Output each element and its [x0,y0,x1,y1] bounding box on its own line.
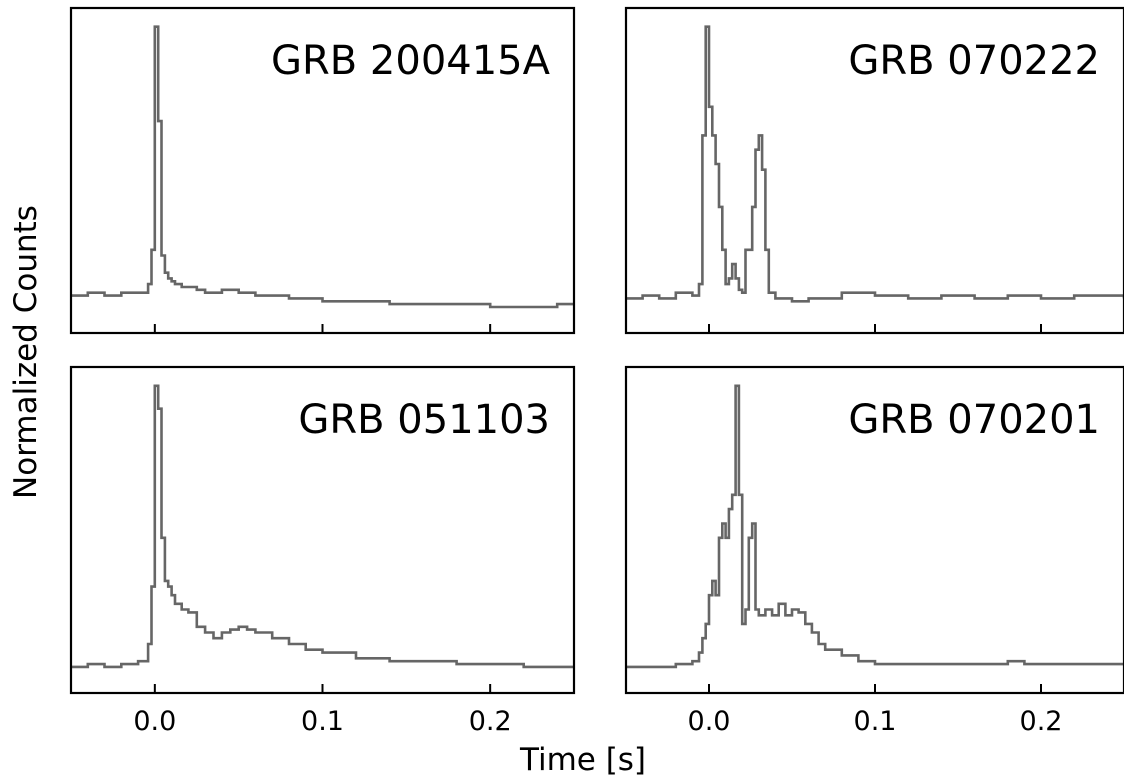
light-curve-series [71,384,574,669]
panel-title: GRB 051103 [298,397,550,443]
panel-2: GRB 070222 [624,6,1124,335]
panel-4: 0.0 0.1 0.2 GRB 070201 [624,365,1124,737]
x-tick-label: 0.0 [688,706,731,737]
light-curve-series [71,25,574,309]
y-axis-label: Normalized Counts [8,205,44,499]
panel-1: GRB 200415A [69,6,576,335]
panel-3: 0.0 0.1 0.2 GRB 051103 [69,365,576,737]
panels: GRB 200415A GRB 070222 0.0 0.1 0.2 GRB 051103… [69,6,1124,737]
x-tick-label: 0.1 [854,706,897,737]
x-tick-label: 0.0 [133,706,176,737]
light-curve-series [626,25,1124,303]
x-tick-label: 0.1 [301,706,344,737]
panel-title: GRB 070201 [848,397,1100,443]
x-axis-label: Time [s] [519,742,646,776]
panel-title: GRB 070222 [848,38,1100,84]
panel-title: GRB 200415A [271,38,551,84]
light-curve-series [626,384,1124,669]
x-tick-label: 0.2 [1020,706,1063,737]
x-tick-label: 0.2 [469,706,512,737]
